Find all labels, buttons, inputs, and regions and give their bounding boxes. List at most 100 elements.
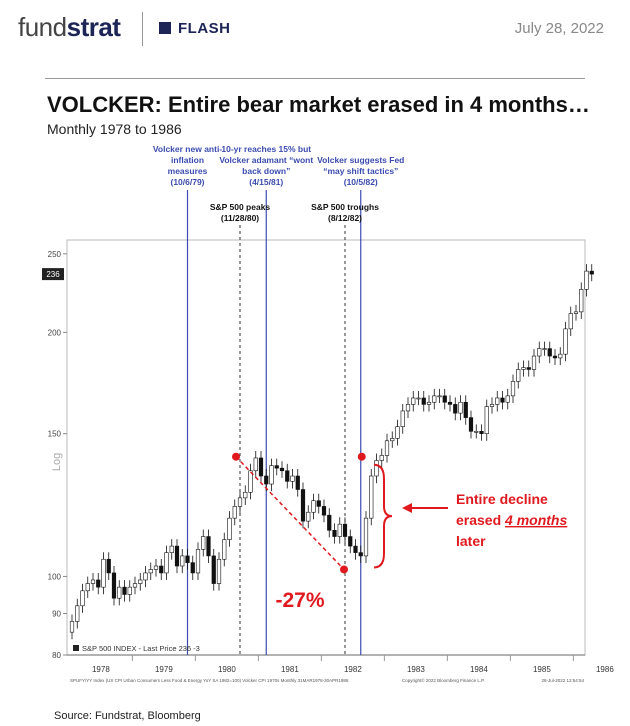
candle-body	[516, 369, 521, 382]
candle-body	[85, 583, 90, 592]
candle-body	[285, 470, 290, 482]
candle-body	[232, 506, 237, 519]
candle-body	[169, 545, 174, 553]
event-label: Volcker suggests Fed	[317, 155, 404, 165]
flash-square-icon	[159, 22, 171, 34]
candle-body	[253, 457, 258, 472]
candle-body	[337, 523, 342, 537]
decline-label: -27%	[275, 589, 324, 612]
annotation-arrowhead	[402, 503, 412, 513]
candle-body	[363, 517, 369, 557]
candle-body	[174, 545, 180, 567]
candle-body	[537, 348, 542, 357]
candle-body	[573, 311, 579, 314]
y-tick-label: 200	[48, 328, 62, 337]
candle-body	[300, 489, 306, 522]
candle-body	[342, 523, 348, 537]
trough-dot	[340, 565, 348, 574]
candle-body	[279, 467, 285, 472]
x-tick-label: 1981	[281, 665, 299, 674]
candle-body	[101, 558, 106, 588]
candle-body	[479, 431, 484, 434]
candle-body	[264, 475, 269, 485]
event-label: inflation	[171, 155, 204, 165]
candle-body	[216, 558, 222, 584]
candle-body	[243, 491, 248, 499]
candle-body	[584, 270, 589, 290]
candle-body	[138, 579, 143, 584]
candle-body	[106, 558, 111, 574]
candle-body	[295, 475, 300, 490]
brand-logo: fundstrat	[18, 12, 121, 42]
header-rule	[45, 78, 585, 79]
candle-body	[558, 353, 563, 359]
candle-body	[568, 313, 573, 330]
event-label: S&P 500 peaks	[210, 202, 271, 212]
candle-body	[185, 555, 190, 563]
candlestick-chart: 80 90 100 150 200 250 Log 236 1978 1979 1980 1981 19…	[42, 144, 614, 683]
candle-body	[122, 586, 127, 595]
x-tick-label: 1983	[407, 665, 425, 674]
event-label: (11/28/80)	[221, 213, 259, 223]
candle-body	[111, 572, 117, 599]
candle-body	[153, 565, 159, 570]
event-label: (10/6/79)	[170, 177, 204, 187]
candle-body	[547, 348, 552, 357]
candle-body	[190, 562, 195, 574]
event-label: Volcker adamant “wont	[219, 155, 313, 165]
header-date: July 28, 2022	[514, 20, 604, 37]
candle-body	[416, 397, 421, 400]
x-tick-label: 1978	[92, 665, 110, 674]
candle-body	[489, 404, 495, 407]
candle-body	[227, 517, 232, 540]
header-bar: fundstrat FLASH July 28, 2022	[0, 0, 630, 60]
recovery-brace	[373, 463, 393, 569]
annotation-line-2: erased 4 months	[456, 512, 567, 528]
event-label: Volcker new anti-	[153, 144, 222, 154]
event-label: back down”	[242, 166, 290, 176]
header-divider	[142, 12, 143, 46]
candle-body	[211, 555, 216, 584]
candle-body	[143, 572, 148, 581]
candle-body	[437, 395, 442, 398]
x-tick-label: 1986	[596, 665, 614, 674]
candle-body	[327, 514, 332, 531]
candle-body	[453, 404, 458, 414]
candle-body	[69, 621, 75, 633]
candle-body	[505, 395, 510, 403]
candle-body	[369, 475, 374, 519]
recovery-dot	[357, 452, 366, 461]
legend-swatch	[73, 645, 79, 651]
candle-body	[75, 605, 80, 622]
candle-body	[148, 569, 153, 574]
candle-body	[526, 367, 531, 370]
source-note: Source: Fundstrat, Bloomberg	[54, 710, 201, 722]
candle-body	[127, 586, 132, 595]
candle-body	[474, 431, 479, 433]
candle-body	[321, 506, 327, 516]
candle-body	[390, 438, 395, 442]
event-label: “may shift tactics”	[323, 166, 398, 176]
candle-body	[258, 457, 264, 477]
candle-body	[248, 470, 253, 493]
y-tick-label: 90	[52, 610, 61, 619]
chart-title: VOLCKER: Entire bear market erased in 4 …	[47, 92, 590, 117]
x-tick-label: 1979	[155, 665, 173, 674]
candle-body	[411, 397, 416, 405]
last-price-badge-text: 236	[46, 270, 60, 279]
decline-line	[235, 456, 345, 570]
candle-body	[164, 552, 169, 574]
candle-body	[311, 500, 316, 513]
candle-body	[159, 565, 164, 574]
candle-body	[374, 460, 379, 477]
candle-body	[206, 536, 211, 557]
candle-body	[447, 401, 453, 405]
candle-body	[432, 395, 437, 403]
candle-body	[222, 539, 227, 560]
x-tick-label: 1980	[218, 665, 236, 674]
candle-body	[316, 500, 321, 507]
candle-body	[237, 497, 243, 507]
candle-body	[542, 348, 547, 350]
candle-body	[500, 397, 505, 403]
candle-body	[384, 440, 390, 456]
